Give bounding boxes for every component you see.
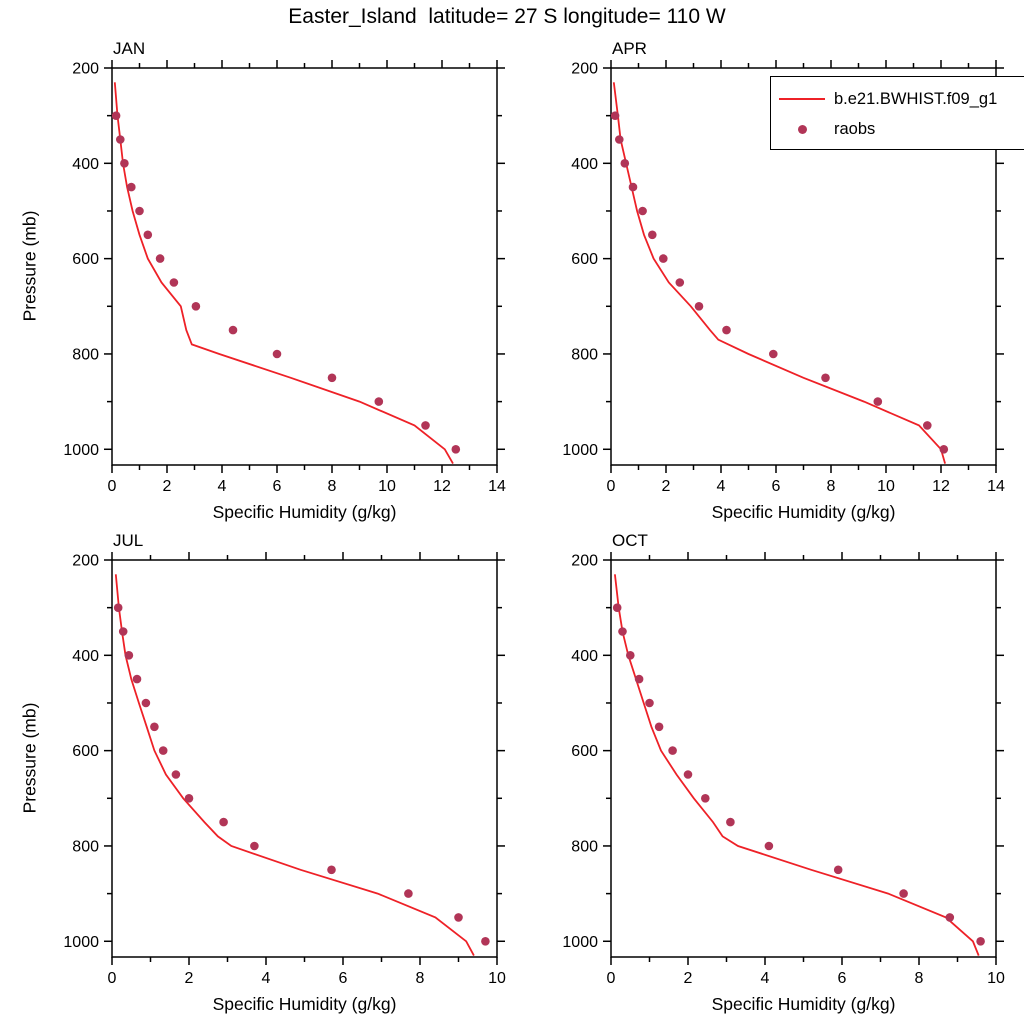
x-axis-title-jul: Specific Humidity (g/kg) bbox=[212, 994, 397, 1014]
model-line-sample-icon bbox=[779, 98, 825, 100]
panel-title-jul: JUL bbox=[113, 531, 144, 550]
svg-text:800: 800 bbox=[571, 838, 598, 855]
svg-text:12: 12 bbox=[433, 478, 451, 495]
svg-text:0: 0 bbox=[607, 478, 616, 495]
svg-text:10: 10 bbox=[488, 970, 506, 987]
svg-text:4: 4 bbox=[218, 478, 227, 495]
svg-text:14: 14 bbox=[987, 478, 1005, 495]
svg-text:1000: 1000 bbox=[63, 934, 99, 951]
svg-text:200: 200 bbox=[72, 61, 99, 78]
svg-text:400: 400 bbox=[72, 648, 99, 665]
svg-text:600: 600 bbox=[571, 251, 598, 268]
x-axis-title-apr: Specific Humidity (g/kg) bbox=[711, 502, 896, 522]
svg-text:8: 8 bbox=[915, 970, 924, 987]
svg-text:8: 8 bbox=[827, 478, 836, 495]
svg-text:600: 600 bbox=[571, 743, 598, 760]
raobs-dots bbox=[111, 111, 461, 454]
svg-text:8: 8 bbox=[328, 478, 337, 495]
panel-title-jan: JAN bbox=[113, 39, 146, 58]
svg-text:2: 2 bbox=[163, 478, 172, 495]
tick-labels: 0 2 4 6 8 10 12 14 200 400 600 800 1000 bbox=[63, 61, 506, 496]
svg-text:800: 800 bbox=[72, 838, 99, 855]
svg-text:4: 4 bbox=[262, 970, 271, 987]
svg-text:1000: 1000 bbox=[562, 934, 598, 951]
panel-title-oct: OCT bbox=[612, 531, 648, 550]
raobs-dots bbox=[610, 111, 949, 454]
tick-labels: 0 2 4 6 8 10 12 14 200 400 600 800 1000 bbox=[562, 61, 1005, 496]
svg-text:800: 800 bbox=[72, 346, 99, 363]
page-title: Easter_Island latitude= 27 S longitude= … bbox=[288, 5, 726, 28]
legend-box: b.e21.BWHIST.f09_g1 raobs bbox=[770, 76, 1024, 150]
svg-text:200: 200 bbox=[571, 61, 598, 78]
legend-model-label: b.e21.BWHIST.f09_g1 bbox=[834, 89, 998, 108]
tick-marks bbox=[104, 552, 505, 965]
legend-entry-raobs: raobs bbox=[779, 114, 1024, 144]
raobs-dot-sample-icon bbox=[797, 124, 807, 134]
svg-text:200: 200 bbox=[571, 553, 598, 570]
x-axis-title-jan: Specific Humidity (g/kg) bbox=[212, 502, 397, 522]
svg-text:400: 400 bbox=[571, 648, 598, 665]
svg-text:4: 4 bbox=[717, 478, 726, 495]
svg-text:2: 2 bbox=[662, 478, 671, 495]
panel-oct: 0 2 4 6 8 10 200 400 600 800 1000 bbox=[562, 552, 1005, 987]
svg-text:2: 2 bbox=[185, 970, 194, 987]
svg-text:10: 10 bbox=[378, 478, 396, 495]
svg-text:400: 400 bbox=[571, 156, 598, 173]
svg-text:1000: 1000 bbox=[562, 442, 598, 459]
svg-text:0: 0 bbox=[607, 970, 616, 987]
svg-text:600: 600 bbox=[72, 743, 99, 760]
svg-text:14: 14 bbox=[488, 478, 506, 495]
tick-labels: 0 2 4 6 8 10 200 400 600 800 1000 bbox=[63, 553, 506, 988]
svg-text:1000: 1000 bbox=[63, 442, 99, 459]
plot-frame bbox=[111, 559, 498, 958]
svg-text:6: 6 bbox=[339, 970, 348, 987]
plot-frame bbox=[610, 559, 997, 958]
legend-swatch bbox=[779, 124, 825, 134]
raobs-dots bbox=[113, 603, 490, 946]
tick-labels: 0 2 4 6 8 10 200 400 600 800 1000 bbox=[562, 553, 1005, 988]
svg-text:800: 800 bbox=[571, 346, 598, 363]
svg-text:0: 0 bbox=[108, 970, 117, 987]
model-line bbox=[614, 574, 980, 956]
svg-text:200: 200 bbox=[72, 553, 99, 570]
svg-text:2: 2 bbox=[684, 970, 693, 987]
legend-entry-model: b.e21.BWHIST.f09_g1 bbox=[779, 84, 1024, 114]
legend-swatch bbox=[779, 98, 825, 100]
svg-text:0: 0 bbox=[108, 478, 117, 495]
svg-text:4: 4 bbox=[761, 970, 770, 987]
panel-jan: 0 2 4 6 8 10 12 14 200 400 600 800 1000 bbox=[63, 60, 506, 495]
plot-frame bbox=[111, 67, 498, 466]
svg-text:8: 8 bbox=[416, 970, 425, 987]
panel-title-apr: APR bbox=[612, 39, 647, 58]
model-line bbox=[114, 574, 475, 957]
svg-text:6: 6 bbox=[838, 970, 847, 987]
svg-text:10: 10 bbox=[987, 970, 1005, 987]
svg-text:600: 600 bbox=[72, 251, 99, 268]
svg-text:6: 6 bbox=[273, 478, 282, 495]
tick-marks bbox=[603, 60, 1004, 473]
tick-marks bbox=[104, 60, 505, 473]
svg-text:12: 12 bbox=[932, 478, 950, 495]
model-line bbox=[113, 82, 454, 465]
raobs-dots bbox=[612, 603, 985, 946]
svg-text:10: 10 bbox=[877, 478, 895, 495]
panel-jul: 0 2 4 6 8 10 200 400 600 800 1000 bbox=[63, 552, 506, 987]
panel-apr: 0 2 4 6 8 10 12 14 200 400 600 800 1000 bbox=[562, 60, 1005, 495]
svg-text:400: 400 bbox=[72, 156, 99, 173]
svg-text:6: 6 bbox=[772, 478, 781, 495]
tick-marks bbox=[603, 552, 1004, 965]
legend-raobs-label: raobs bbox=[834, 119, 876, 138]
x-axis-title-oct: Specific Humidity (g/kg) bbox=[711, 994, 896, 1014]
